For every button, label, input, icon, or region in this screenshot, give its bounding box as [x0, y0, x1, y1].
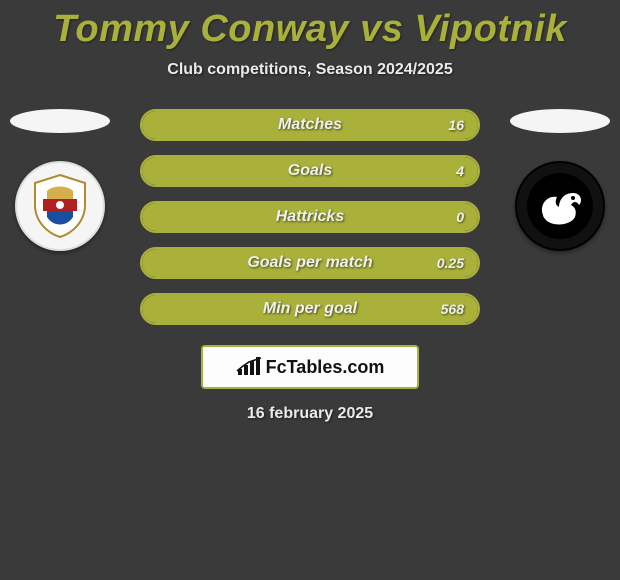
stat-value: 4	[456, 163, 464, 179]
stat-value: 16	[448, 117, 464, 133]
stat-value: 0.25	[437, 255, 464, 271]
subtitle: Club competitions, Season 2024/2025	[0, 61, 620, 79]
swan-crest-icon	[525, 171, 595, 241]
stat-label: Min per goal	[263, 300, 357, 318]
stat-label: Goals	[288, 162, 332, 180]
comparison-card: Tommy Conway vs Vipotnik Club competitio…	[0, 0, 620, 423]
left-player-marker	[10, 109, 110, 133]
left-club-crest	[15, 161, 105, 251]
right-club-crest	[515, 161, 605, 251]
stat-row-min-per-goal: Min per goal 568	[140, 293, 480, 325]
brand-badge[interactable]: FcTables.com	[201, 345, 419, 389]
right-player-col	[510, 109, 610, 251]
stat-row-goals: Goals 4	[140, 155, 480, 187]
stat-row-hattricks: Hattricks 0	[140, 201, 480, 233]
stat-row-matches: Matches 16	[140, 109, 480, 141]
bar-chart-icon	[236, 357, 262, 377]
stat-label: Matches	[278, 116, 342, 134]
page-title: Tommy Conway vs Vipotnik	[0, 0, 620, 51]
shield-crest-icon	[25, 171, 95, 241]
stat-value: 568	[441, 301, 464, 317]
stat-label: Hattricks	[276, 208, 344, 226]
right-player-marker	[510, 109, 610, 133]
body-row: Matches 16 Goals 4 Hattricks 0 Goals per…	[0, 109, 620, 325]
left-player-col	[10, 109, 110, 251]
stats-column: Matches 16 Goals 4 Hattricks 0 Goals per…	[140, 109, 480, 325]
stat-label: Goals per match	[247, 254, 372, 272]
stat-value: 0	[456, 209, 464, 225]
brand-text: FcTables.com	[266, 357, 385, 378]
stat-row-goals-per-match: Goals per match 0.25	[140, 247, 480, 279]
date-line: 16 february 2025	[0, 405, 620, 423]
